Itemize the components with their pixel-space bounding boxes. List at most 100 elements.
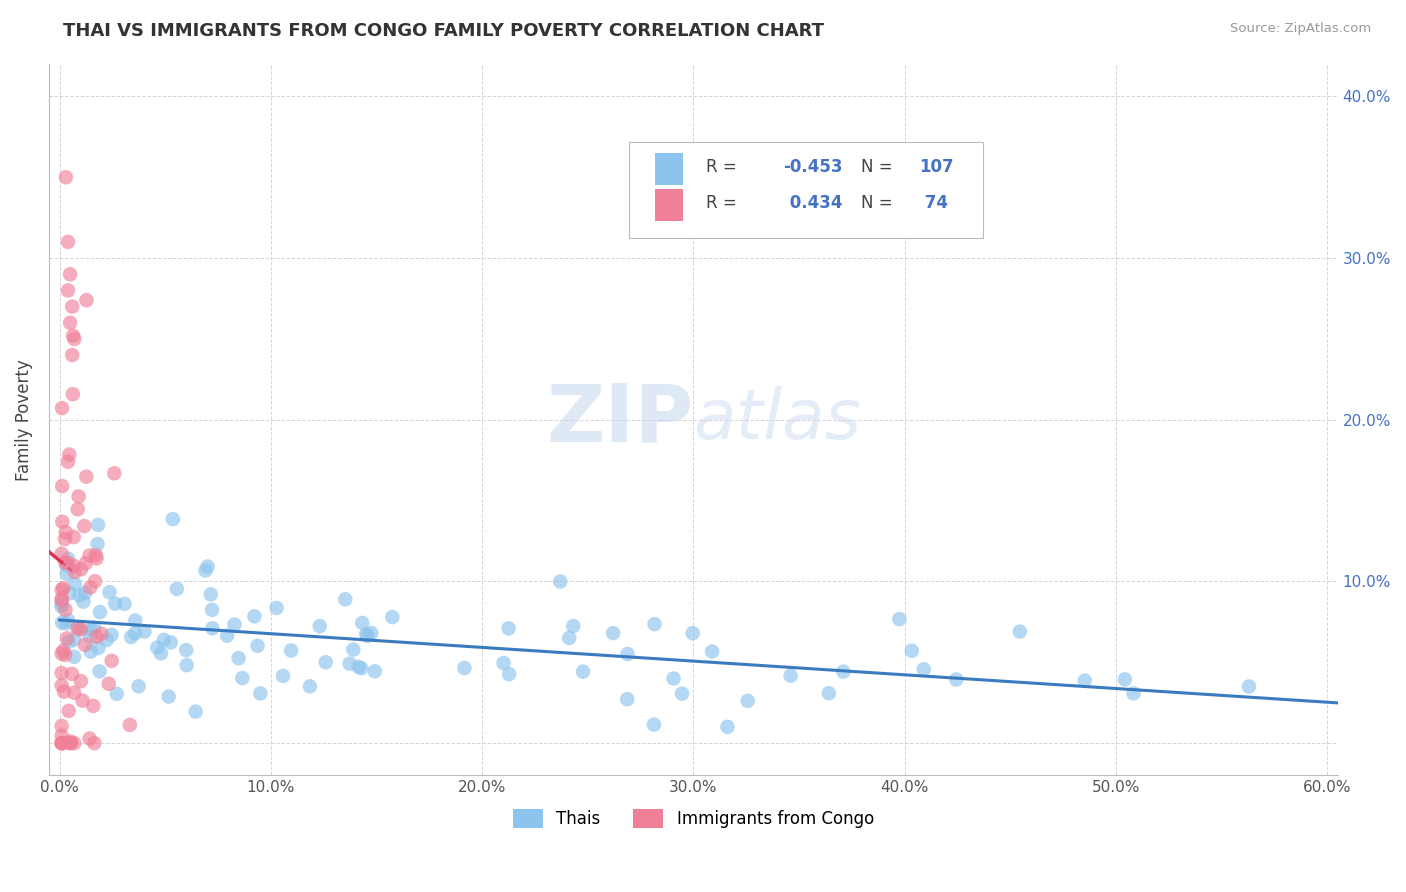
Immigrants from Congo [59, 734, 82, 748]
Thais [271, 669, 294, 683]
Thais [87, 517, 110, 532]
Thais [350, 661, 373, 675]
Thais [67, 622, 90, 636]
Immigrants from Congo [59, 316, 82, 330]
Immigrants from Congo [84, 574, 107, 589]
Thais [558, 631, 581, 645]
Thais [104, 597, 127, 611]
Thais [342, 642, 364, 657]
Immigrants from Congo [55, 525, 77, 540]
Immigrants from Congo [52, 581, 75, 595]
Text: N =: N = [860, 194, 893, 211]
Thais [224, 617, 246, 632]
Immigrants from Congo [63, 332, 86, 346]
Immigrants from Congo [60, 300, 83, 314]
Thais [63, 576, 86, 591]
Thais [162, 512, 184, 526]
Thais [56, 551, 79, 566]
Thais [134, 624, 156, 639]
Immigrants from Congo [69, 623, 91, 637]
Thais [616, 692, 638, 706]
Immigrants from Congo [90, 627, 112, 641]
Thais [63, 649, 86, 664]
Immigrants from Congo [63, 736, 86, 750]
Thais [602, 626, 624, 640]
Thais [201, 603, 224, 617]
Immigrants from Congo [51, 736, 73, 750]
Thais [280, 643, 302, 657]
Thais [149, 646, 172, 660]
Immigrants from Congo [73, 638, 96, 652]
Thais [356, 629, 378, 643]
Thais [912, 662, 935, 676]
Immigrants from Congo [86, 551, 108, 566]
Immigrants from Congo [75, 556, 97, 570]
Thais [105, 687, 128, 701]
Thais [347, 660, 370, 674]
Thais [157, 690, 180, 704]
Thais [51, 597, 73, 611]
Thais [194, 564, 217, 578]
Immigrants from Congo [76, 293, 98, 308]
Text: 74: 74 [920, 194, 948, 211]
Immigrants from Congo [83, 736, 105, 750]
Thais [58, 634, 80, 648]
Immigrants from Congo [58, 448, 80, 462]
Immigrants from Congo [56, 235, 79, 249]
Thais [889, 612, 911, 626]
Thais [682, 626, 704, 640]
Thais [266, 600, 288, 615]
Immigrants from Congo [62, 530, 84, 544]
Immigrants from Congo [82, 698, 104, 713]
Thais [231, 671, 253, 685]
Thais [201, 621, 224, 635]
Thais [56, 613, 79, 627]
Text: ZIP: ZIP [546, 381, 693, 458]
Immigrants from Congo [100, 654, 122, 668]
Thais [59, 586, 82, 600]
Immigrants from Congo [84, 548, 107, 562]
Immigrants from Congo [58, 736, 80, 750]
Thais [124, 614, 146, 628]
Thais [128, 679, 150, 693]
Immigrants from Congo [56, 284, 79, 298]
Thais [184, 705, 207, 719]
Immigrants from Congo [53, 556, 76, 570]
Immigrants from Congo [58, 704, 80, 718]
Text: R =: R = [706, 158, 737, 177]
Immigrants from Congo [53, 648, 76, 662]
Thais [100, 628, 122, 642]
Thais [79, 630, 101, 644]
Immigrants from Congo [62, 328, 84, 343]
Thais [352, 615, 374, 630]
Thais [716, 720, 738, 734]
FancyBboxPatch shape [655, 153, 683, 185]
Thais [75, 586, 97, 600]
Text: N =: N = [860, 158, 893, 177]
Immigrants from Congo [56, 556, 79, 570]
Thais [55, 566, 77, 581]
Immigrants from Congo [97, 677, 120, 691]
Thais [174, 643, 197, 657]
Thais [96, 632, 118, 647]
Thais [55, 616, 77, 631]
Thais [453, 661, 475, 675]
Immigrants from Congo [51, 729, 73, 743]
Text: 0.434: 0.434 [783, 194, 842, 211]
Text: Source: ZipAtlas.com: Source: ZipAtlas.com [1230, 22, 1371, 36]
Legend: Thais, Immigrants from Congo: Thais, Immigrants from Congo [506, 802, 880, 835]
Text: 107: 107 [920, 158, 953, 177]
Immigrants from Congo [79, 731, 101, 746]
Thais [548, 574, 571, 589]
Thais [562, 619, 585, 633]
Thais [72, 594, 94, 608]
Thais [86, 537, 108, 551]
Immigrants from Congo [55, 602, 77, 616]
Thais [572, 665, 595, 679]
Immigrants from Congo [51, 591, 73, 606]
Thais [1122, 686, 1144, 700]
Thais [298, 679, 321, 693]
Thais [1008, 624, 1031, 639]
Immigrants from Congo [55, 170, 77, 185]
Thais [67, 588, 90, 602]
